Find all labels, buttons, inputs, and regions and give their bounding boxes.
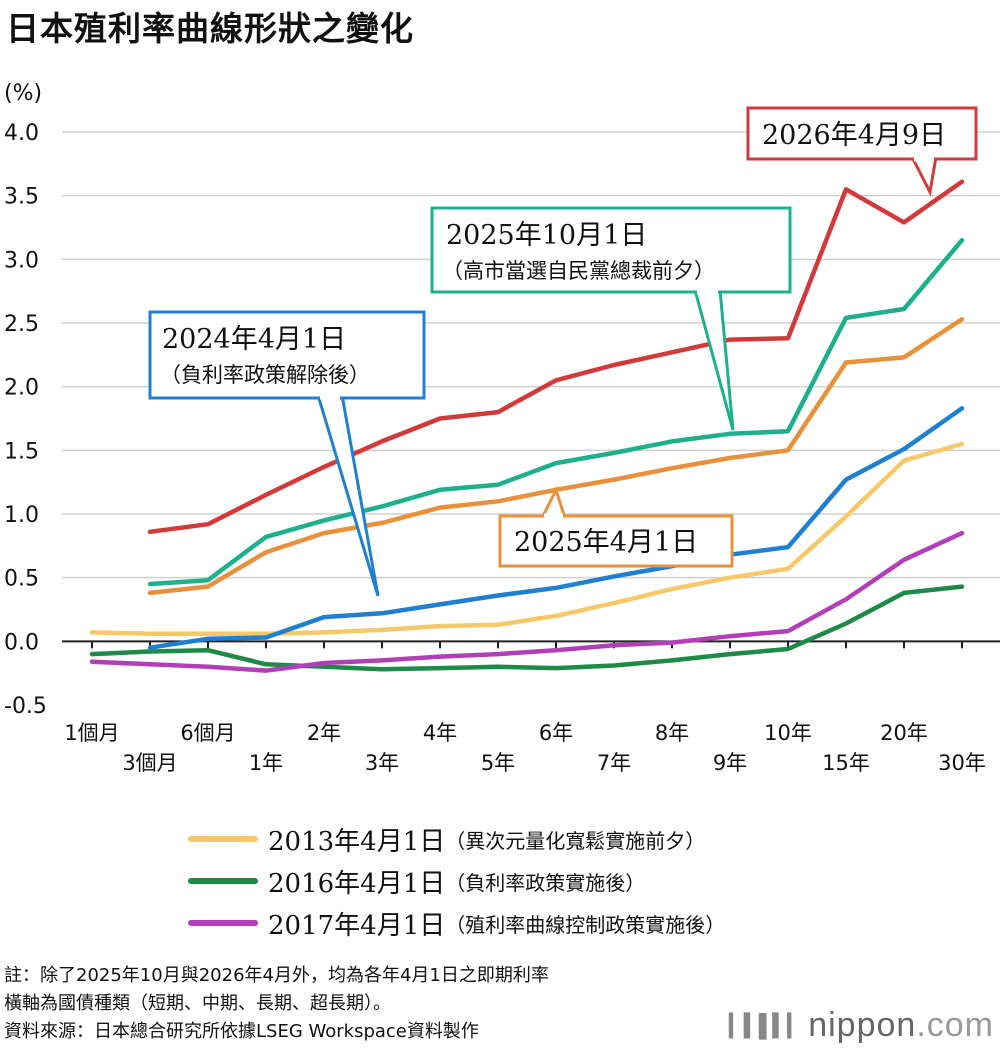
x-tick-label: 1年: [249, 751, 283, 775]
legend-date-2013: 2013年4月1日: [268, 826, 446, 857]
callout-2026-date: 2026年4月9日: [762, 120, 946, 151]
x-tick-label: 3個月: [122, 751, 177, 775]
y-tick-label: 0.5: [4, 567, 39, 592]
callout-2025-oct-pointer: [693, 288, 735, 431]
x-tick-label: 2年: [307, 721, 341, 745]
y-tick-label: -0.5: [4, 694, 47, 719]
callout-2026-box: [746, 106, 978, 161]
callout-2025-oct-note: （高市當選自民黨總裁前夕）: [442, 259, 715, 283]
logo-main: nippon: [808, 1006, 917, 1044]
chart-title: 日本殖利率曲線形狀之變化: [6, 9, 414, 48]
y-tick-label: 2.0: [4, 376, 39, 401]
x-tick-label: 1個月: [64, 721, 119, 745]
legend-date-2017: 2017年4月1日: [268, 910, 446, 941]
callout-2025-apr-date: 2025年4月1日: [514, 527, 698, 558]
series-line: [147, 237, 965, 587]
nippon-logo: ▎▍▌▍▎ nippon .com: [729, 1006, 994, 1045]
x-tick-label: 15年: [822, 751, 870, 775]
callout-2024-box: [148, 310, 426, 400]
y-tick-label: 4.0: [4, 121, 39, 146]
x-tick-label: 6年: [539, 721, 573, 745]
series-line: [147, 406, 965, 650]
legend-swatch-2013: [188, 836, 258, 842]
legend: 2013年4月1日 （異次元量化寬鬆實施前夕） 2016年4月1日 （負利率政策…: [188, 818, 725, 944]
x-tick-label: 20年: [880, 721, 928, 745]
legend-item-2016: 2016年4月1日 （負利率政策實施後）: [188, 860, 725, 902]
y-tick-label: 2.5: [4, 312, 39, 337]
legend-item-2017: 2017年4月1日 （殖利率曲線控制政策實施後）: [188, 902, 725, 944]
footnote-line-2: 橫軸為國債種類（短期、中期、長期、超長期）。: [4, 993, 391, 1014]
legend-note-2013: （異次元量化寬鬆實施前夕）: [445, 828, 706, 853]
callout-2025-apr: 2025年4月1日: [498, 486, 734, 568]
callout-2026-pointer: [909, 155, 938, 197]
grid-lines: [62, 131, 1000, 643]
x-tick-label: 8年: [655, 721, 689, 745]
y-tick-label: 0.0: [4, 630, 39, 655]
y-tick-label: 1.5: [4, 439, 39, 464]
x-tick-label: 9年: [713, 751, 747, 775]
x-tick-label: 10年: [764, 721, 812, 745]
x-tick-label: 3年: [365, 751, 399, 775]
x-tick-label: 6個月: [180, 721, 235, 745]
x-tick-label: 7年: [597, 751, 631, 775]
legend-swatch-2017: [188, 920, 258, 926]
series-line: [89, 441, 965, 636]
callout-2026: 2026年4月9日: [746, 106, 978, 197]
y-tick-label: 3.0: [4, 248, 39, 273]
y-tick-label: 3.5: [4, 185, 39, 210]
callout-2025-oct-box: [430, 206, 792, 294]
callout-2024: 2024年4月1日 （負利率政策解除後）: [148, 310, 426, 597]
legend-date-2016: 2016年4月1日: [268, 868, 446, 899]
legend-item-2013: 2013年4月1日 （異次元量化寬鬆實施前夕）: [188, 818, 725, 860]
callout-2025-apr-box: [498, 514, 734, 568]
logo-suffix: .com: [916, 1006, 994, 1044]
legend-note-2017: （殖利率曲線控制政策實施後）: [445, 912, 726, 937]
callout-2025-oct-date: 2025年10月1日: [446, 220, 647, 251]
y-axis-ticks: -0.5 0.0 0.5 1.0 1.5 2.0 2.5 3.0 3.5 4.0: [4, 121, 47, 719]
series-line: [89, 530, 965, 673]
legend-note-2016: （負利率政策實施後）: [445, 870, 646, 895]
x-tick-label: 5年: [481, 751, 515, 775]
x-tick-label: 4年: [423, 721, 457, 745]
barcode-bars-icon: ▎▍▌▍▎: [728, 1012, 804, 1038]
callout-2025-oct: 2025年10月1日 （高市當選自民黨總裁前夕）: [430, 206, 792, 431]
footnotes: 註：除了2025年10月與2026年4月外，均為各年4月1日之即期利率 橫軸為國…: [4, 962, 549, 1046]
yield-curve-chart: -0.5 0.0 0.5 1.0 1.5 2.0 2.5 3.0 3.5 4.0 1個月3個月6個…: [4, 81, 1000, 775]
y-tick-label: 1.0: [4, 503, 39, 528]
footnote-line-1: 註：除了2025年10月與2026年4月外，均為各年4月1日之即期利率: [4, 965, 549, 986]
callout-2024-pointer: [315, 393, 380, 597]
series-line: [147, 179, 965, 535]
x-tick-label: 30年: [938, 751, 986, 775]
y-unit-label: (%): [4, 81, 42, 106]
callout-2024-note: （負利率政策解除後）: [160, 363, 370, 387]
series-line: [89, 584, 965, 672]
footnote-source: 資料來源：日本總合研究所依據LSEG Workspace資料製作: [4, 1021, 479, 1042]
legend-swatch-2016: [188, 878, 258, 884]
callout-2024-date: 2024年4月1日: [162, 324, 346, 355]
